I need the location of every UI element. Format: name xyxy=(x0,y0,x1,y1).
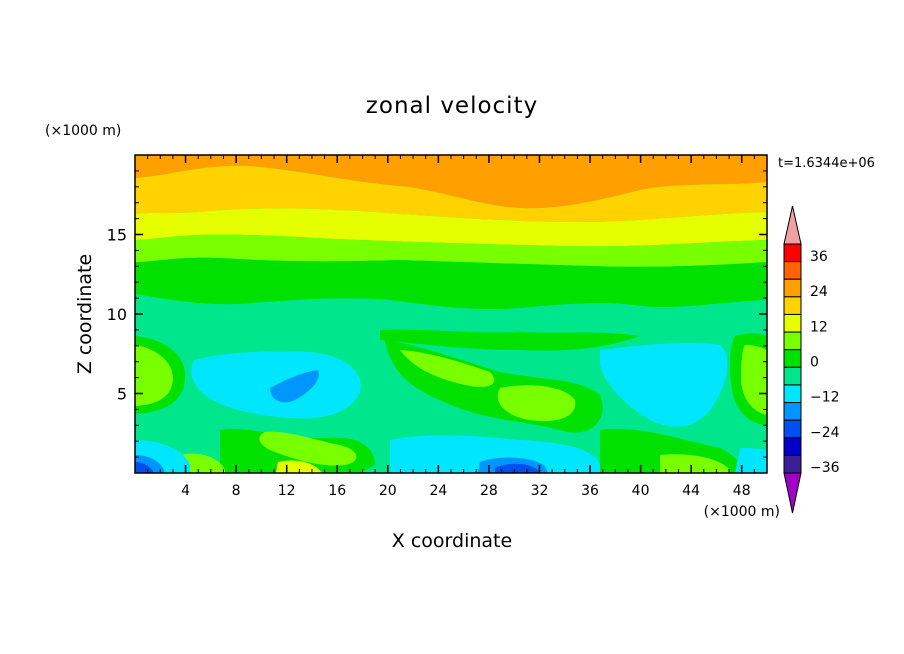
y-axis-label: Z coordinate xyxy=(74,254,96,374)
colorbar-swatch xyxy=(783,437,802,456)
colorbar-swatch xyxy=(783,278,802,298)
x-axis: 4 8 12 16 20 24 28 32 36 40 44 48 xyxy=(147,155,755,499)
field-patch-cyan-2 xyxy=(600,342,728,427)
field-patch-deepblue-2 xyxy=(135,462,154,473)
colorbar-label: 12 xyxy=(810,319,828,335)
colorbar-label: 24 xyxy=(810,284,828,300)
colorbar-swatch xyxy=(783,366,802,386)
x-tick-label: 16 xyxy=(328,483,346,499)
colorbar-label: 0 xyxy=(810,355,819,371)
field-band-gold xyxy=(135,165,767,222)
colorbar-overflow-arrow xyxy=(783,205,802,245)
colorbar-swatch xyxy=(783,419,802,439)
colorbar-swatch xyxy=(783,454,802,474)
y-axis: 5 10 15 xyxy=(107,170,767,458)
field-patch-cyan-4 xyxy=(390,435,600,473)
x-tick-label: 40 xyxy=(632,483,650,499)
field-patch-blue-1 xyxy=(270,370,319,403)
x-tick-label: 44 xyxy=(682,483,700,499)
colorbar-swatch xyxy=(783,349,802,368)
colorbar-swatch xyxy=(783,243,802,263)
x-unit-label: (×1000 m) xyxy=(704,504,780,520)
field-patch-lime-5 xyxy=(259,431,357,466)
field-band-yellow xyxy=(135,208,767,247)
colorbar-swatch xyxy=(783,261,802,280)
x-tick-label: 32 xyxy=(531,483,549,499)
field-patch-lime-7 xyxy=(660,454,730,473)
field-patch-yellow-1 xyxy=(276,460,322,473)
colorbar-swatch xyxy=(783,384,802,404)
x-axis-label: X coordinate xyxy=(392,530,512,552)
x-tick-label: 20 xyxy=(379,483,397,499)
colorbar: 36 24 12 0 −12 −24 −36 xyxy=(783,205,840,514)
field-patch-cyan-5 xyxy=(735,448,767,473)
x-tick-label: 24 xyxy=(429,483,447,499)
field-band-green xyxy=(135,257,767,310)
x-tick-label: 48 xyxy=(733,483,751,499)
field-band-orange xyxy=(135,155,767,209)
time-label: t=1.6344e+06 xyxy=(778,156,875,171)
field-patch-cyan-1 xyxy=(191,351,361,419)
x-tick-label: 28 xyxy=(480,483,498,499)
colorbar-label: −24 xyxy=(810,425,840,441)
x-tick-label: 36 xyxy=(581,483,599,499)
field-patch-deepblue-1 xyxy=(495,463,540,473)
field-band-lime xyxy=(135,234,767,267)
contour-field xyxy=(135,155,767,473)
colorbar-swatch xyxy=(783,296,802,315)
field-patch-green-1 xyxy=(380,329,640,351)
field-patch-lime-2 xyxy=(741,345,767,415)
colorbar-label: −36 xyxy=(810,460,840,476)
colorbar-swatch xyxy=(783,313,802,333)
field-patch-lime-1 xyxy=(135,345,173,406)
y-unit-label: (×1000 m) xyxy=(45,123,121,139)
field-patch-lime-3 xyxy=(400,350,495,388)
colorbar-label: 36 xyxy=(810,249,828,265)
x-tick-label: 8 xyxy=(232,483,241,499)
colorbar-swatch xyxy=(783,331,802,351)
x-tick-label: 4 xyxy=(181,483,190,499)
x-tick-label: 12 xyxy=(278,483,296,499)
colorbar-swatch xyxy=(783,402,802,421)
field-patch-lime-6 xyxy=(180,453,225,473)
y-tick-label: 15 xyxy=(107,226,127,245)
y-tick-label: 5 xyxy=(117,385,127,404)
chart-title: zonal velocity xyxy=(366,93,538,119)
colorbar-underflow-arrow xyxy=(783,472,802,514)
y-tick-label: 10 xyxy=(107,305,127,324)
field-patch-lime-4 xyxy=(497,385,576,422)
colorbar-label: −12 xyxy=(810,390,840,406)
